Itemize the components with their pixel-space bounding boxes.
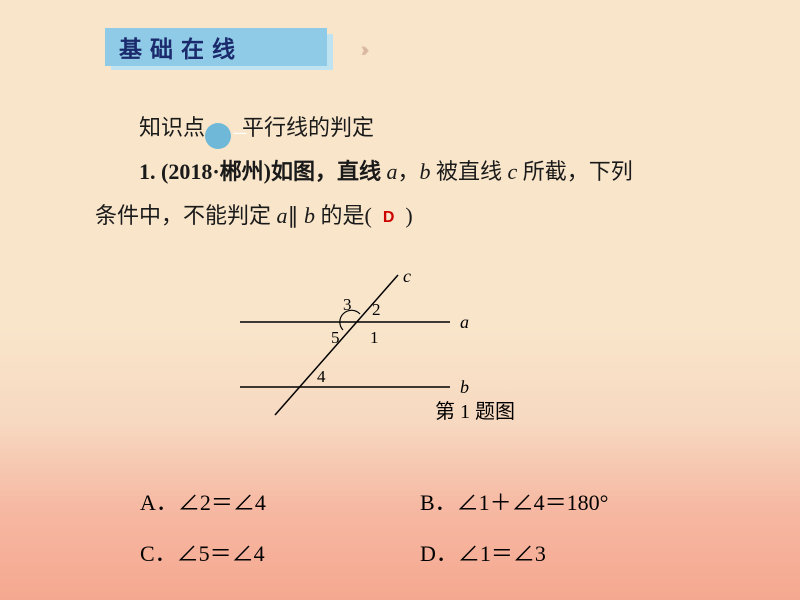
banner-text: 基础在线: [119, 30, 243, 64]
label-c: c: [403, 270, 411, 286]
var-a: a: [387, 159, 398, 184]
var-c: c: [508, 159, 518, 184]
chevron-icon: ›››: [360, 36, 364, 62]
q-mid2: 所截，下列: [517, 159, 633, 184]
options-row-1: A．∠2＝∠4 B．∠1＋∠4＝180°: [140, 478, 700, 529]
answer-value: D: [383, 202, 395, 234]
label-angle-2: 2: [372, 300, 381, 319]
var-a2: a: [277, 203, 288, 228]
options-row-2: C．∠5＝∠4 D．∠1＝∠3: [140, 529, 700, 580]
q-comma1: ，: [398, 159, 420, 184]
knowledge-line: 知识点一 平行线的判定: [95, 106, 705, 150]
question-line-1: 1. (2018·郴州)如图，直线 a，b 被直线 c 所截，下列: [95, 150, 705, 194]
options-block: A．∠2＝∠4 B．∠1＋∠4＝180° C．∠5＝∠4 D．∠1＝∠3: [140, 478, 700, 579]
label-b: b: [460, 377, 469, 397]
option-d: D．∠1＝∠3: [420, 529, 700, 580]
q-label: 1. (2018·郴州)如图，直线: [139, 159, 387, 184]
diagram-caption: 第 1 题图: [435, 395, 515, 424]
label-angle-4: 4: [317, 367, 326, 386]
label-angle-1: 1: [370, 328, 379, 347]
option-c: C．∠5＝∠4: [140, 529, 420, 580]
var-b2: b: [304, 203, 315, 228]
question-line-2: 条件中，不能判定 a∥ b 的是( D ): [95, 194, 705, 238]
option-a: A．∠2＝∠4: [140, 478, 420, 529]
content-block: 知识点一 平行线的判定 1. (2018·郴州)如图，直线 a，b 被直线 c …: [95, 106, 705, 238]
knowledge-title: 平行线的判定: [231, 115, 374, 140]
banner-main: 基础在线: [105, 28, 327, 66]
section-banner: 基础在线 ›››: [105, 28, 340, 70]
q-line2c: ): [394, 203, 412, 228]
parallel-symbol: ∥: [288, 203, 299, 228]
label-a: a: [460, 312, 469, 332]
circle-number-badge: 一: [205, 123, 231, 149]
var-b: b: [420, 159, 431, 184]
q-mid1: 被直线: [431, 159, 508, 184]
label-angle-5: 5: [331, 328, 340, 347]
q-line2b: 的是(: [315, 203, 383, 228]
q-line2a: 条件中，不能判定: [95, 203, 277, 228]
label-angle-3: 3: [343, 295, 352, 314]
option-b: B．∠1＋∠4＝180°: [420, 478, 700, 529]
